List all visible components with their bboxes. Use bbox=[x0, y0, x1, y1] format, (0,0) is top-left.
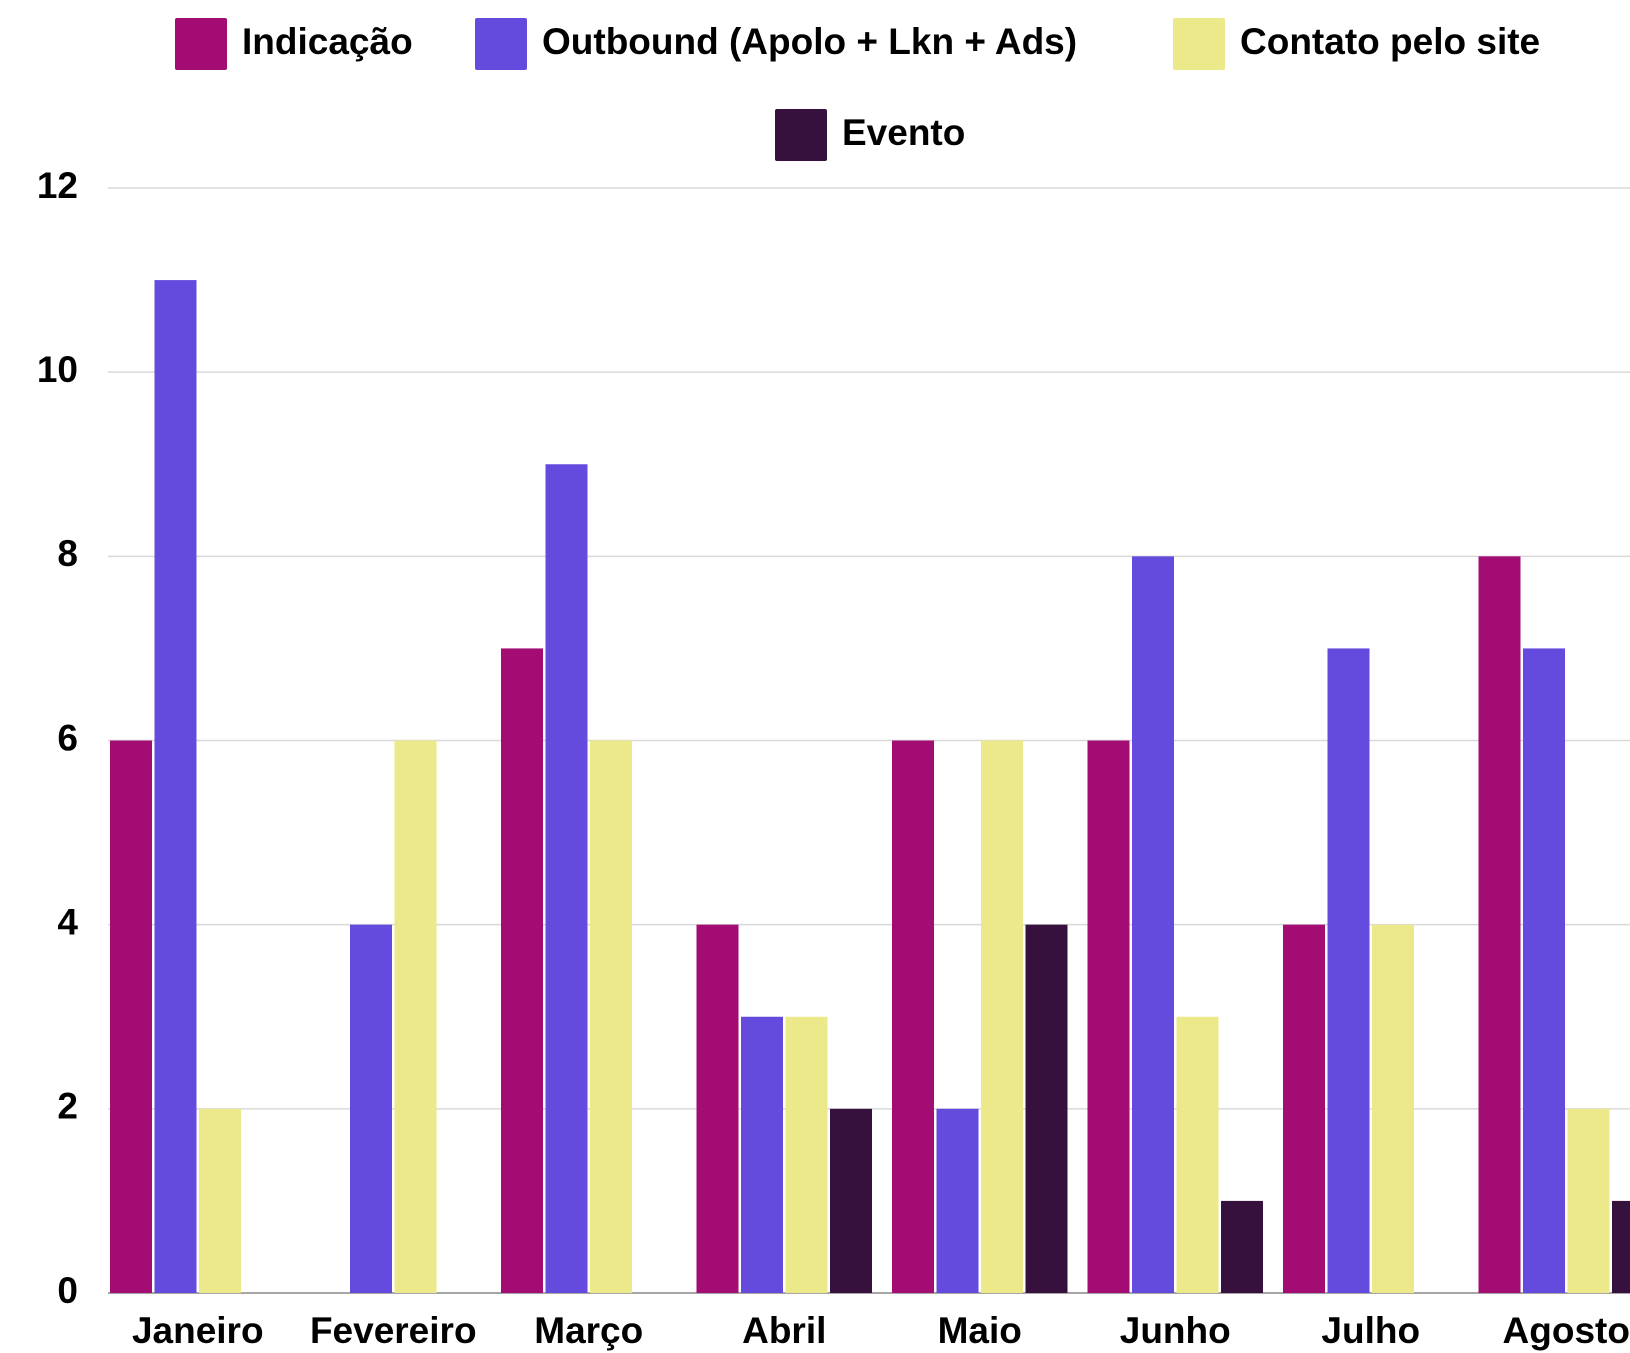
x-tick-label: Março bbox=[534, 1310, 643, 1351]
y-tick-label: 8 bbox=[57, 533, 78, 574]
x-tick-label: Janeiro bbox=[132, 1310, 264, 1351]
bar bbox=[892, 740, 934, 1293]
bar bbox=[1372, 924, 1414, 1293]
bar bbox=[1087, 740, 1130, 1293]
bar bbox=[981, 740, 1023, 1293]
x-tick-label: Junho bbox=[1120, 1310, 1231, 1351]
bar bbox=[1283, 924, 1325, 1293]
legend-swatch bbox=[1173, 18, 1225, 70]
bar bbox=[1327, 648, 1370, 1293]
y-tick-label: 6 bbox=[57, 717, 78, 758]
bar bbox=[1478, 556, 1521, 1293]
bar bbox=[394, 740, 437, 1293]
bar bbox=[1523, 648, 1565, 1293]
bar bbox=[741, 1016, 783, 1293]
y-tick-label: 0 bbox=[57, 1270, 78, 1311]
x-tick-label: Agosto bbox=[1503, 1310, 1630, 1351]
bar bbox=[1612, 1200, 1630, 1293]
bar bbox=[1025, 924, 1068, 1293]
bar bbox=[830, 1108, 872, 1293]
y-tick-label: 10 bbox=[37, 349, 78, 390]
bar bbox=[1221, 1200, 1263, 1293]
bar bbox=[110, 740, 152, 1293]
bar bbox=[696, 924, 739, 1293]
legend-swatch bbox=[775, 109, 827, 161]
bar bbox=[785, 1016, 828, 1293]
x-tick-label: Julho bbox=[1321, 1310, 1420, 1351]
legend-label: Contato pelo site bbox=[1240, 21, 1540, 62]
bar bbox=[350, 924, 392, 1293]
x-tick-label: Fevereiro bbox=[310, 1310, 477, 1351]
legend-label: Evento bbox=[842, 112, 965, 153]
bar bbox=[545, 464, 588, 1293]
bar bbox=[936, 1108, 979, 1293]
y-tick-label: 2 bbox=[57, 1086, 78, 1127]
bar bbox=[154, 280, 197, 1293]
bar bbox=[1176, 1016, 1219, 1293]
bar bbox=[501, 648, 543, 1293]
bar bbox=[199, 1108, 241, 1293]
legend-label: Outbound (Apolo + Lkn + Ads) bbox=[542, 21, 1077, 62]
x-tick-label: Maio bbox=[938, 1310, 1022, 1351]
legend-swatch bbox=[475, 18, 527, 70]
legend-label: Indicação bbox=[242, 21, 413, 62]
y-tick-label: 4 bbox=[57, 901, 78, 942]
x-tick-label: Abril bbox=[742, 1310, 826, 1351]
bar bbox=[1567, 1108, 1610, 1293]
bar bbox=[590, 740, 632, 1293]
legend-swatch bbox=[175, 18, 227, 70]
bar bbox=[1132, 556, 1174, 1293]
y-tick-label: 12 bbox=[37, 165, 78, 206]
